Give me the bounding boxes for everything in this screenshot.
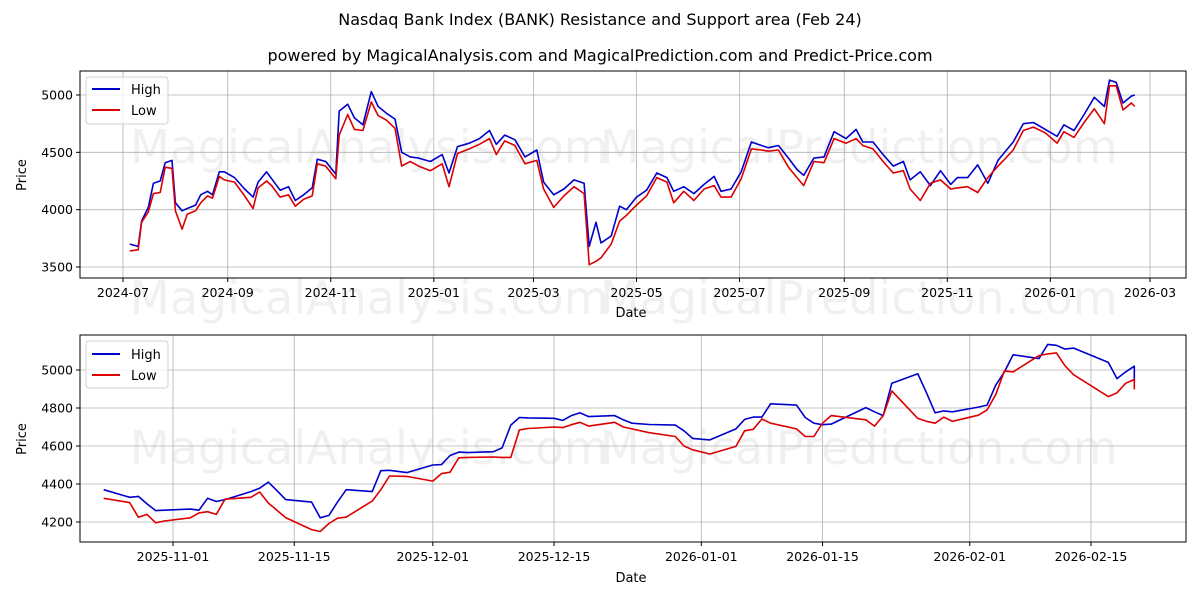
x-tick-label: 2025-12-01 bbox=[396, 549, 469, 564]
chart-subtitle: powered by MagicalAnalysis.com and Magic… bbox=[267, 46, 933, 65]
bottom-ticks: 4200 4400 4600 4800 5000 2025-11-01 2025-11-15… bbox=[41, 363, 1127, 565]
legend-low-label: Low bbox=[131, 104, 157, 119]
watermark-top-1: MagicalAnalysis.com bbox=[130, 120, 609, 174]
bottom-lines bbox=[103, 343, 1136, 533]
legend-box bbox=[85, 340, 169, 389]
watermark-top-3: MagicalAnalysis.com bbox=[130, 271, 609, 325]
x-tick-label: 2024-07 bbox=[97, 285, 149, 300]
y-tick-label: 4000 bbox=[41, 202, 73, 217]
top-lines bbox=[129, 79, 1136, 266]
bottom-ylabel: Price bbox=[15, 423, 30, 455]
bottom-xlabel: Date bbox=[615, 571, 646, 586]
y-tick-label: 5000 bbox=[41, 363, 73, 378]
legend-high-label: High bbox=[131, 348, 161, 363]
top-chart: MagicalAnalysis.com MagicalPrediction.co… bbox=[15, 70, 1187, 325]
x-tick-label: 2025-03 bbox=[507, 285, 559, 300]
x-tick-label: 2024-11 bbox=[305, 285, 357, 300]
x-tick-label: 2026-01-01 bbox=[665, 549, 738, 564]
x-tick-label: 2025-12-15 bbox=[518, 549, 591, 564]
series-line-high bbox=[129, 79, 1136, 248]
x-tick-label: 2025-11-15 bbox=[258, 549, 331, 564]
x-tick-label: 2025-11 bbox=[921, 285, 973, 300]
x-tick-label: 2025-01 bbox=[408, 285, 460, 300]
series-line-low bbox=[129, 85, 1136, 266]
watermark-top-4: MagicalPrediction.com bbox=[600, 271, 1118, 325]
legend-high-label: High bbox=[131, 83, 161, 98]
y-tick-label: 3500 bbox=[41, 260, 73, 275]
y-tick-label: 4800 bbox=[41, 401, 73, 416]
x-tick-label: 2026-03 bbox=[1124, 285, 1176, 300]
watermark-bottom-1: MagicalAnalysis.com bbox=[130, 421, 609, 475]
x-tick-label: 2025-05 bbox=[610, 285, 662, 300]
x-tick-label: 2025-07 bbox=[713, 285, 765, 300]
y-tick-label: 4600 bbox=[41, 439, 73, 454]
watermark-top-2: MagicalPrediction.com bbox=[600, 120, 1118, 174]
x-tick-label: 2024-09 bbox=[202, 285, 254, 300]
top-ylabel: Price bbox=[15, 159, 30, 191]
bottom-chart: MagicalAnalysis.com MagicalPrediction.co… bbox=[15, 334, 1187, 586]
chart-title: Nasdaq Bank Index (BANK) Resistance and … bbox=[338, 10, 862, 29]
top-axes-frame bbox=[79, 70, 1187, 279]
x-tick-label: 2026-02-01 bbox=[933, 549, 1006, 564]
bottom-axes-frame bbox=[79, 334, 1187, 543]
y-tick-label: 4200 bbox=[41, 515, 73, 530]
top-legend: High Low bbox=[85, 76, 169, 125]
top-ticks: 3500 4000 4500 5000 2024-07 2024-09 2024-11 202… bbox=[41, 88, 1176, 301]
top-grid bbox=[80, 71, 1186, 278]
bottom-legend: High Low bbox=[85, 340, 169, 389]
y-tick-label: 4500 bbox=[41, 145, 73, 160]
y-tick-label: 5000 bbox=[41, 88, 73, 103]
x-tick-label: 2025-11-01 bbox=[137, 549, 210, 564]
x-tick-label: 2025-09 bbox=[818, 285, 870, 300]
x-tick-label: 2026-02-15 bbox=[1055, 549, 1128, 564]
x-tick-label: 2026-01 bbox=[1024, 285, 1076, 300]
legend-low-label: Low bbox=[131, 369, 157, 384]
x-tick-label: 2026-01-15 bbox=[786, 549, 859, 564]
y-tick-label: 4400 bbox=[41, 477, 73, 492]
series-line-low bbox=[103, 352, 1136, 533]
series-line-high bbox=[103, 343, 1136, 519]
top-xlabel: Date bbox=[615, 306, 646, 321]
watermark-bottom-2: MagicalPrediction.com bbox=[600, 421, 1118, 475]
